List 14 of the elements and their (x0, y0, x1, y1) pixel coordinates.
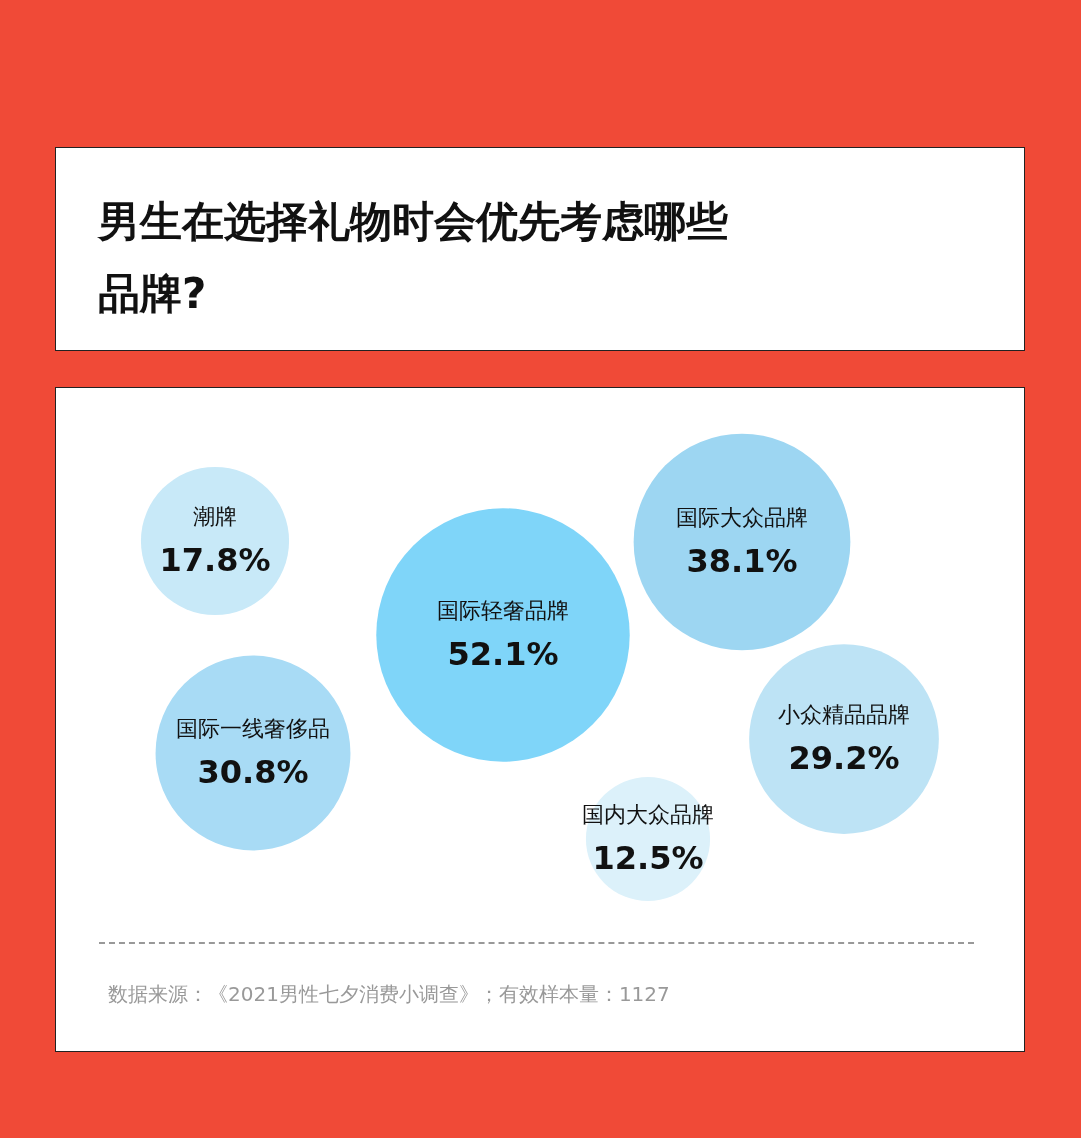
data-label: 17.8% (159, 541, 271, 579)
data-label: 29.2% (788, 739, 900, 777)
data-label: 52.1% (447, 635, 559, 673)
category-label: 国际轻奢品牌 (437, 598, 569, 623)
category-label: 国内大众品牌 (582, 802, 714, 827)
data-label: 30.8% (197, 753, 309, 791)
source-note: 数据来源：《2021男性七夕消费小调查》；有效样本量：1127 (108, 981, 670, 1008)
data-label: 12.5% (592, 839, 704, 877)
category-label: 国际大众品牌 (676, 505, 808, 530)
category-label: 国际一线奢侈品 (176, 716, 330, 741)
text: 男生在选择礼物时会优先考虑哪些品牌? (98, 196, 729, 320)
data-label: 38.1% (686, 542, 798, 580)
category-label: 小众精品品牌 (778, 702, 910, 727)
category-label: 潮牌 (193, 504, 237, 529)
